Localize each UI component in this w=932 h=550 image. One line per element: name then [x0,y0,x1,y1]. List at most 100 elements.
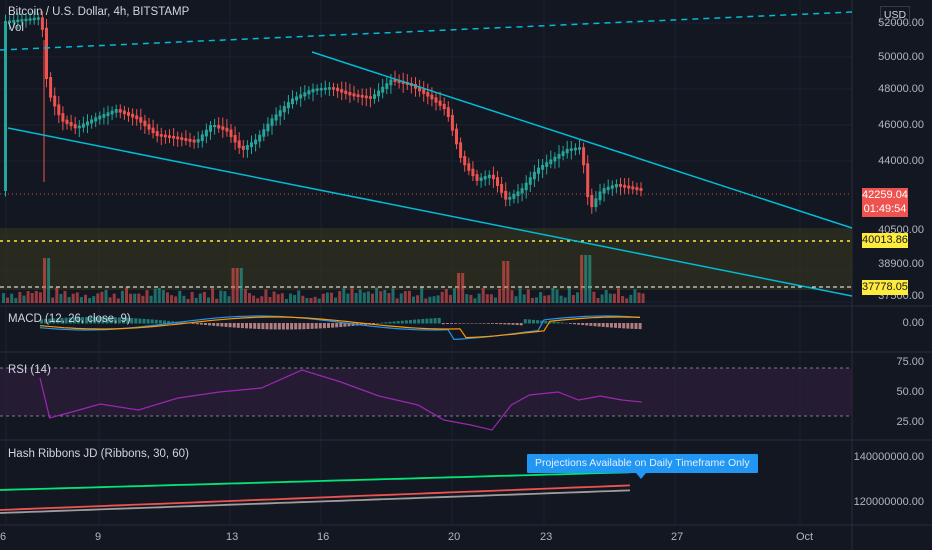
macd-histogram-bar [171,321,175,324]
volume-bar [47,258,51,303]
candle-body [307,90,311,95]
macd-histogram-bar [560,322,564,324]
candle-body [262,129,266,137]
volume-bar [178,290,182,303]
candle-body [151,127,155,134]
volume-bar [145,290,149,303]
candle-body [557,154,561,159]
candle-body [286,102,290,109]
macd-histogram-bar [273,323,277,330]
candle-body [69,121,73,127]
macd-histogram-bar [138,318,142,324]
volume-bar [157,287,161,303]
macd-histogram-bar [388,321,392,324]
volume-bar [543,295,547,303]
macd-histogram-bar [458,323,462,324]
candle-body [45,27,48,79]
volume-bar [403,291,407,303]
volume-bar [391,288,395,303]
candle-body [127,112,130,116]
candle-body [184,138,188,141]
volume-bar [198,293,202,303]
volume-bar [309,298,313,303]
macd-histogram-bar [536,320,540,324]
volume-bar [264,289,268,303]
volume-bar [243,288,247,303]
candle-body [438,100,442,106]
volume-bar [461,273,465,303]
volume-bar [305,298,309,303]
candle-body [623,184,627,188]
volume-bar [104,289,108,303]
candle-body [168,135,171,138]
volume-bar [457,273,461,303]
candle-body [221,126,225,130]
candle-body [274,114,278,121]
volume-bar [530,297,534,303]
candle-body [463,156,467,166]
volume-bar [75,292,79,303]
volume-bar [354,293,358,303]
candle-body [528,177,532,185]
candle-body [245,145,249,150]
candle-body [553,156,557,162]
volume-bar [268,297,272,303]
candle-body [389,79,393,86]
macd-histogram-bar [429,318,433,324]
macd-histogram-bar [44,318,48,324]
macd-histogram-bar [568,323,572,324]
candle-body [491,174,495,180]
candle-countdown-badge: 01:49:54 [862,202,908,217]
volume-bar [518,288,522,303]
volume-bar [633,289,637,303]
macd-histogram-bar [277,323,281,330]
volume-bar [67,296,71,303]
macd-histogram-bar [290,323,294,330]
volume-bar [617,288,620,303]
macd-histogram-bar [618,323,622,329]
candle-body [303,92,307,97]
volume-bar [481,288,485,303]
volume-bar [555,289,559,303]
volume-bar [604,289,608,303]
candle-body [135,115,139,120]
volume-bar [432,296,436,303]
volume-bar [608,293,612,303]
candle-body [541,164,545,170]
alert-price-badge-upper[interactable]: 40013.86 [862,233,908,248]
candle-body [598,191,602,201]
hash-ribbon-red [0,484,631,511]
macd-histogram-bar [224,323,228,327]
volume-bar [506,261,510,303]
macd-histogram-bar [454,323,458,324]
candle-body [295,96,299,101]
macd-histogram-bar [113,317,117,324]
volume-bar [502,261,506,303]
rsi-axis-label: 50.00 [896,386,924,398]
macd-line [39,315,641,341]
macd-histogram-bar [532,319,535,324]
candle-body [61,113,65,122]
macd-histogram-bar [208,323,212,326]
macd-histogram-bar [597,323,601,327]
alert-price-badge-lower[interactable]: 37778.05 [862,280,908,295]
candle-body [237,140,241,148]
volume-bar [71,293,75,303]
currency-button[interactable]: USD [880,6,910,24]
macd-histogram-bar [232,323,236,328]
signal-line [39,316,641,339]
volume-bar [186,298,190,303]
macd-histogram-bar [302,323,306,330]
volume-bar [313,296,317,303]
macd-histogram-bar [515,323,519,326]
macd-histogram-bar [527,319,531,324]
candle-body [225,127,229,132]
candle-body [258,134,262,142]
macd-histogram-bar [499,323,503,325]
candle-body [315,88,319,91]
candle-body [176,136,180,140]
volume-bar [621,296,625,303]
volume-bar [580,255,584,303]
volume-bar [182,295,186,303]
